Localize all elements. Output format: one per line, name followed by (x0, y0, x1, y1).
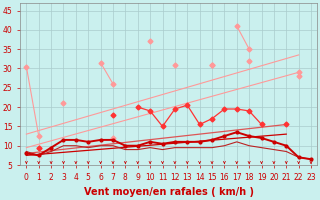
X-axis label: Vent moyen/en rafales ( km/h ): Vent moyen/en rafales ( km/h ) (84, 187, 254, 197)
